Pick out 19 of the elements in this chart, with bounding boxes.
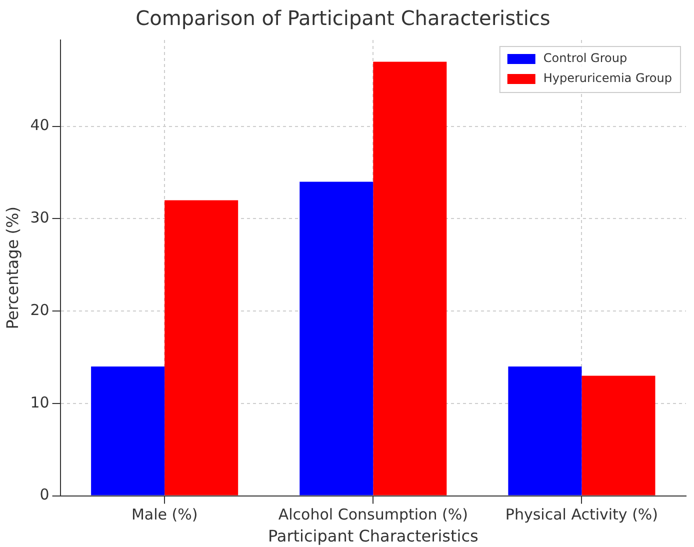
- legend-label: Hyperuricemia Group: [543, 71, 672, 86]
- y-tick-label: 0: [40, 486, 50, 504]
- y-tick-label: 40: [30, 116, 50, 134]
- y-axis-title: Percentage (%): [2, 206, 22, 330]
- chart-title: Comparison of Participant Characteristics: [136, 6, 550, 30]
- y-tick-label: 10: [30, 393, 50, 412]
- x-tick-label: Alcohol Consumption (%): [278, 506, 468, 524]
- y-tick-label: 30: [30, 208, 50, 227]
- bar: [508, 366, 582, 496]
- bar: [91, 366, 165, 496]
- x-tick-label: Physical Activity (%): [505, 506, 658, 524]
- x-axis-title: Participant Characteristics: [268, 526, 478, 546]
- bar: [582, 376, 656, 496]
- legend-label: Control Group: [543, 51, 628, 66]
- bar: [373, 62, 447, 496]
- x-tick-label: Male (%): [131, 506, 198, 524]
- bar: [300, 182, 374, 496]
- y-tick-label: 20: [30, 300, 50, 319]
- bar: [164, 200, 238, 496]
